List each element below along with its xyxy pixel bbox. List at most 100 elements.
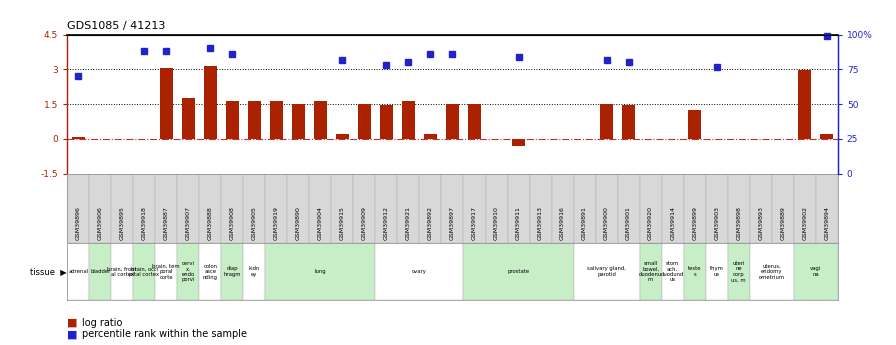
- Text: GSM39906: GSM39906: [98, 206, 103, 240]
- Text: small
bowel,
duodenu
m: small bowel, duodenu m: [639, 261, 662, 282]
- Bar: [640, 243, 661, 300]
- Text: GSM39897: GSM39897: [450, 206, 455, 240]
- Text: vagi
na: vagi na: [810, 266, 822, 277]
- Bar: [552, 174, 573, 243]
- Text: GSM39905: GSM39905: [252, 206, 257, 240]
- Bar: [90, 174, 111, 243]
- Bar: [468, 104, 481, 139]
- Bar: [446, 104, 459, 139]
- Bar: [90, 243, 111, 300]
- Bar: [573, 174, 596, 243]
- Text: teste
s: teste s: [688, 266, 702, 277]
- Text: uterus,
endomy
ometrium: uterus, endomy ometrium: [759, 264, 785, 279]
- Bar: [72, 137, 85, 139]
- Bar: [771, 174, 794, 243]
- Bar: [512, 139, 525, 146]
- Text: GSM39899: GSM39899: [692, 206, 697, 240]
- Bar: [820, 134, 833, 139]
- Text: kidn
ey: kidn ey: [249, 266, 260, 277]
- Text: adrenal: adrenal: [68, 269, 89, 274]
- Text: GSM39892: GSM39892: [428, 206, 433, 240]
- Bar: [684, 243, 706, 300]
- Text: salivary gland,
parotid: salivary gland, parotid: [587, 266, 626, 277]
- Text: GSM39901: GSM39901: [626, 206, 631, 240]
- Bar: [706, 243, 728, 300]
- Text: GDS1085 / 41213: GDS1085 / 41213: [67, 21, 166, 31]
- Bar: [596, 174, 617, 243]
- Bar: [375, 174, 398, 243]
- Text: GSM39900: GSM39900: [604, 206, 609, 240]
- Text: GSM39915: GSM39915: [340, 206, 345, 240]
- Text: GSM39895: GSM39895: [120, 206, 125, 240]
- Text: GSM39917: GSM39917: [472, 206, 477, 240]
- Text: GSM39908: GSM39908: [229, 206, 235, 240]
- Bar: [336, 134, 349, 139]
- Bar: [332, 174, 353, 243]
- Text: GSM39907: GSM39907: [185, 206, 191, 240]
- Bar: [155, 243, 177, 300]
- Text: GSM39914: GSM39914: [670, 206, 676, 240]
- Text: GSM39896: GSM39896: [75, 206, 81, 240]
- Text: ■: ■: [67, 318, 78, 328]
- Bar: [67, 174, 90, 243]
- Bar: [750, 243, 794, 300]
- Bar: [442, 174, 463, 243]
- Bar: [750, 174, 771, 243]
- Bar: [155, 174, 177, 243]
- Bar: [309, 174, 332, 243]
- Bar: [573, 243, 640, 300]
- Text: GSM39903: GSM39903: [714, 206, 719, 240]
- Text: bladder: bladder: [90, 269, 110, 274]
- Bar: [661, 174, 684, 243]
- Text: GSM39920: GSM39920: [648, 206, 653, 240]
- Bar: [111, 174, 134, 243]
- Bar: [199, 243, 221, 300]
- Bar: [177, 174, 199, 243]
- Bar: [794, 243, 838, 300]
- Bar: [358, 104, 371, 139]
- Text: GSM39910: GSM39910: [494, 206, 499, 240]
- Bar: [815, 174, 838, 243]
- Text: GSM39918: GSM39918: [142, 206, 147, 240]
- Text: GSM39891: GSM39891: [582, 206, 587, 240]
- Bar: [424, 134, 437, 139]
- Text: GSM39888: GSM39888: [208, 206, 213, 240]
- Text: GSM39916: GSM39916: [560, 206, 565, 240]
- Text: cervi
x,
endo
porvi: cervi x, endo porvi: [182, 261, 195, 282]
- Bar: [463, 243, 573, 300]
- Bar: [401, 101, 415, 139]
- Bar: [134, 174, 155, 243]
- Bar: [221, 174, 244, 243]
- Bar: [159, 68, 173, 139]
- Bar: [265, 243, 375, 300]
- Bar: [226, 101, 239, 139]
- Text: GSM39887: GSM39887: [164, 206, 168, 240]
- Bar: [728, 243, 750, 300]
- Bar: [182, 98, 195, 139]
- Bar: [706, 174, 728, 243]
- Text: ■: ■: [67, 329, 78, 339]
- Text: brain, tem
poral
corte: brain, tem poral corte: [152, 264, 180, 279]
- Bar: [486, 174, 507, 243]
- Bar: [292, 104, 305, 139]
- Text: stom
ach,
duodund
us: stom ach, duodund us: [661, 261, 685, 282]
- Bar: [353, 174, 375, 243]
- Text: uteri
ne
corp
us, m: uteri ne corp us, m: [731, 261, 746, 282]
- Bar: [265, 174, 288, 243]
- Bar: [380, 105, 393, 139]
- Bar: [221, 243, 244, 300]
- Bar: [203, 66, 217, 139]
- Text: GSM39902: GSM39902: [802, 206, 807, 240]
- Text: GSM39893: GSM39893: [758, 206, 763, 240]
- Bar: [507, 174, 530, 243]
- Text: log ratio: log ratio: [82, 318, 123, 328]
- Bar: [67, 243, 90, 300]
- Text: brain, occi
pital cortex: brain, occi pital cortex: [129, 266, 159, 277]
- Bar: [314, 101, 327, 139]
- Bar: [600, 104, 613, 139]
- Bar: [199, 174, 221, 243]
- Text: GSM39911: GSM39911: [516, 206, 521, 240]
- Bar: [728, 174, 750, 243]
- Text: GSM39912: GSM39912: [383, 206, 389, 240]
- Text: percentile rank within the sample: percentile rank within the sample: [82, 329, 247, 339]
